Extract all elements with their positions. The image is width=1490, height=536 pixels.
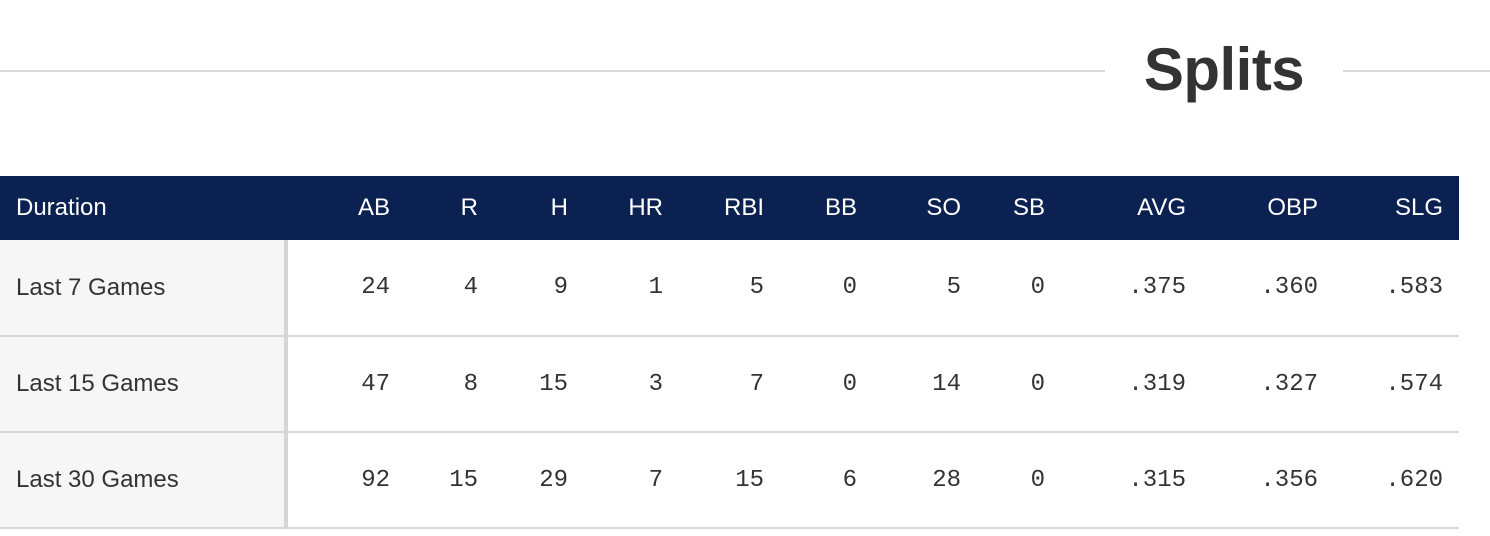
cell-rbi: 15 [663, 432, 764, 529]
cell-ab: 24 [286, 240, 390, 337]
table-row: Last 15 Games 47 8 15 3 7 0 14 0 .319 .3… [0, 336, 1459, 433]
cell-h: 9 [478, 240, 568, 337]
cell-bb: 0 [764, 336, 857, 433]
header-rule-right [1343, 70, 1490, 72]
cell-obp: .360 [1186, 240, 1318, 337]
cell-bb: 0 [764, 240, 857, 337]
column-header-rbi[interactable]: RBI [723, 194, 764, 221]
header-rule-left [0, 70, 1105, 72]
cell-so: 5 [857, 240, 961, 337]
cell-h: 15 [478, 336, 568, 433]
column-header-hr[interactable]: HR [628, 194, 663, 221]
cell-hr: 3 [568, 336, 663, 433]
cell-duration: Last 15 Games [0, 336, 288, 433]
cell-r: 8 [390, 336, 478, 433]
column-header-slg[interactable]: SLG [1394, 194, 1443, 221]
cell-ab: 92 [286, 432, 390, 529]
cell-sb: 0 [961, 240, 1045, 337]
cell-duration: Last 30 Games [0, 432, 288, 529]
cell-obp: .327 [1186, 336, 1318, 433]
cell-r: 4 [390, 240, 478, 337]
cell-slg: .620 [1318, 432, 1459, 529]
cell-r: 15 [390, 432, 478, 529]
splits-section-header: Splits [0, 0, 1490, 140]
column-header-duration[interactable]: Duration [16, 194, 107, 221]
cell-sb: 0 [961, 432, 1045, 529]
column-header-so[interactable]: SO [926, 194, 961, 221]
column-header-avg[interactable]: AVG [1137, 194, 1186, 221]
section-title: Splits [1143, 36, 1305, 103]
cell-so: 28 [857, 432, 961, 529]
cell-sb: 0 [961, 336, 1045, 433]
column-header-ab[interactable]: AB [357, 194, 390, 221]
cell-duration: Last 7 Games [0, 240, 288, 337]
cell-slg: .574 [1318, 336, 1459, 433]
column-header-sb[interactable]: SB [1012, 194, 1045, 221]
cell-ab: 47 [286, 336, 390, 433]
cell-bb: 6 [764, 432, 857, 529]
cell-avg: .315 [1045, 432, 1186, 529]
cell-hr: 7 [568, 432, 663, 529]
cell-slg: .583 [1318, 240, 1459, 337]
cell-obp: .356 [1186, 432, 1318, 529]
column-header-bb[interactable]: BB [824, 194, 857, 221]
table-row: Last 30 Games 92 15 29 7 15 6 28 0 .315 … [0, 432, 1459, 529]
cell-rbi: 7 [663, 336, 764, 433]
cell-avg: .319 [1045, 336, 1186, 433]
splits-table: Duration AB R H HR RBI BB SO SB AVG OBP … [0, 176, 1459, 529]
cell-h: 29 [478, 432, 568, 529]
column-header-h[interactable]: H [550, 194, 568, 221]
table-row: Last 7 Games 24 4 9 1 5 0 5 0 .375 .360 … [0, 240, 1459, 337]
column-header-obp[interactable]: OBP [1267, 194, 1318, 221]
table-header-row: Duration AB R H HR RBI BB SO SB AVG OBP … [0, 176, 1459, 240]
cell-rbi: 5 [663, 240, 764, 337]
cell-so: 14 [857, 336, 961, 433]
cell-avg: .375 [1045, 240, 1186, 337]
cell-hr: 1 [568, 240, 663, 337]
column-header-r[interactable]: R [460, 194, 478, 221]
